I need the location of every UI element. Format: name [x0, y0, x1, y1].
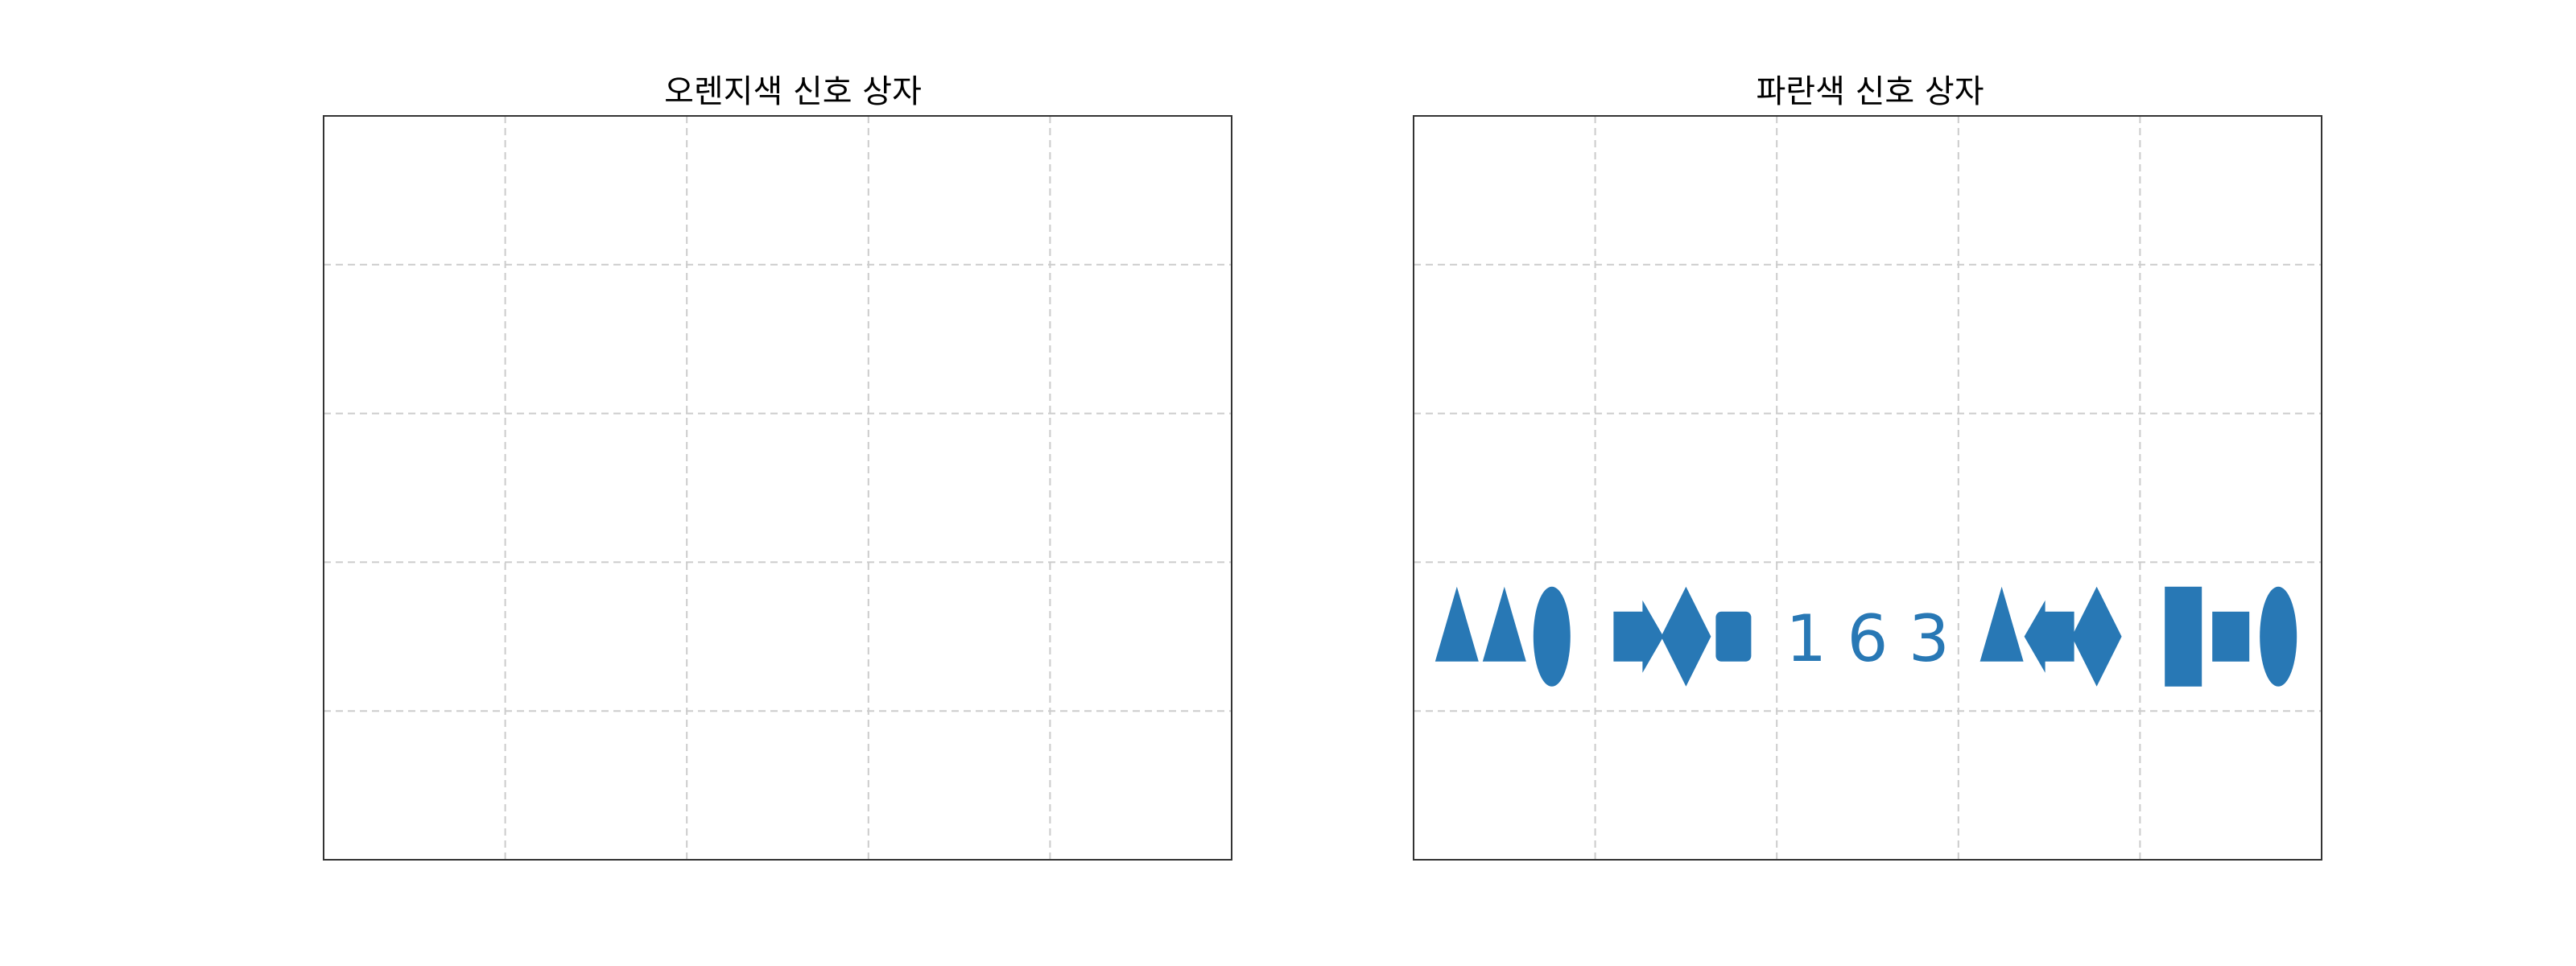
- orange-signal-box: [323, 115, 1232, 861]
- blue-box-title: 파란색 신호 상자: [1756, 73, 1984, 110]
- diamond-shape: [2071, 586, 2122, 687]
- tall-rect-shape: [2165, 586, 2202, 687]
- orange-box-title: 오렌지색 신호 상자: [664, 73, 922, 110]
- rect-shape: [2212, 611, 2250, 662]
- arrow-right-shape: [1613, 600, 1664, 673]
- box-frame: [1413, 115, 2322, 861]
- blue-signal-box: 1 6 3: [1413, 115, 2322, 861]
- arrow-left-shape: [2024, 600, 2074, 673]
- box-frame: [323, 115, 1232, 861]
- cell-number-text: 1 6 3: [1785, 601, 1950, 676]
- triangle-shape: [1435, 586, 1479, 662]
- grid-cell: [2165, 586, 2297, 687]
- triangle-shape: [1482, 586, 1526, 662]
- ellipse-shape: [2260, 586, 2297, 687]
- grid-cell: [1435, 586, 1571, 687]
- grid-cell: [1613, 586, 1752, 687]
- triangle-shape: [1979, 586, 2024, 662]
- rounded-rect-shape: [1715, 611, 1752, 662]
- ellipse-shape: [1533, 586, 1571, 687]
- grid-cell: [1979, 586, 2122, 687]
- grid-cell: 1 6 3: [1785, 601, 1950, 676]
- diamond-shape: [1661, 586, 1711, 687]
